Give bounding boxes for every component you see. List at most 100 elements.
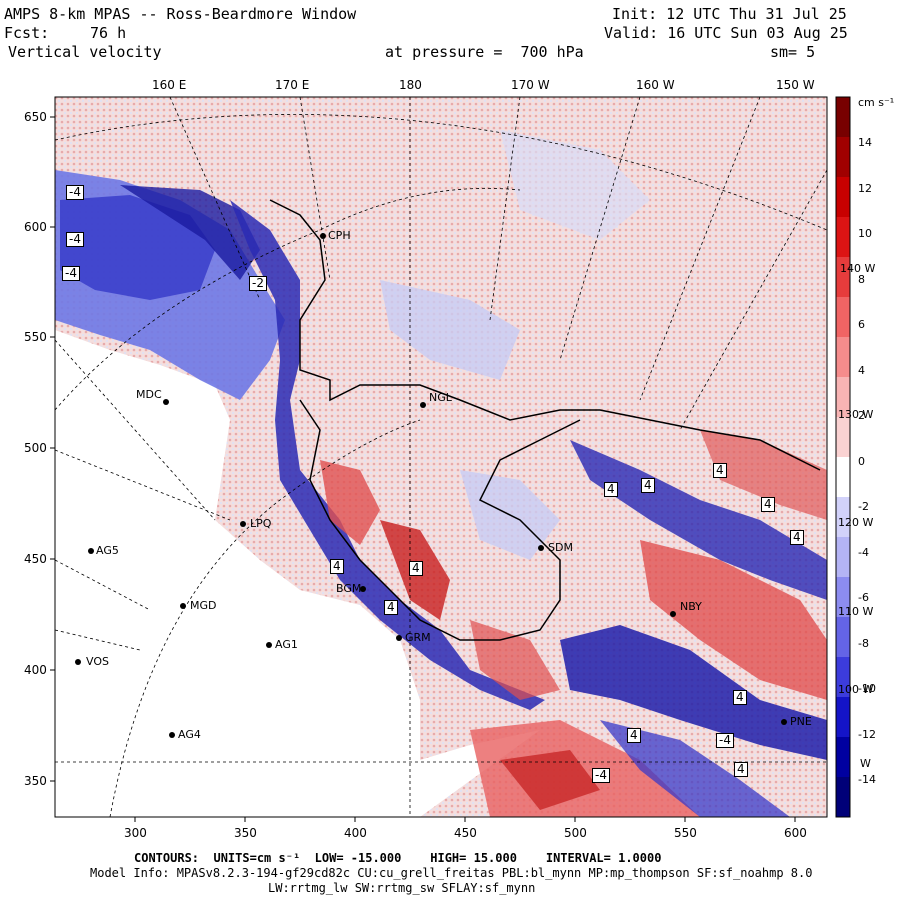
contour-label: 4 bbox=[604, 482, 618, 497]
colorbar-swatch bbox=[836, 257, 850, 298]
colorbar-swatch bbox=[836, 577, 850, 618]
interval-value: INTERVAL= 1.0000 bbox=[545, 851, 662, 865]
station-label: AG1 bbox=[275, 638, 298, 651]
longitude-label: 140 W bbox=[840, 262, 876, 275]
contour-label: 4 bbox=[384, 600, 398, 615]
axis-ticks bbox=[50, 116, 796, 822]
y-tick-label: 350 bbox=[24, 774, 47, 788]
field-name: Vertical velocity bbox=[8, 43, 162, 61]
station-label: AG4 bbox=[178, 728, 201, 741]
colorbar-label: 8 bbox=[858, 272, 865, 286]
y-tick-label: 500 bbox=[24, 441, 47, 455]
colorbar-label: -12 bbox=[858, 727, 876, 741]
no-data-region bbox=[55, 330, 540, 817]
forecast-hour: 76 h bbox=[90, 24, 127, 42]
station-label: AG5 bbox=[96, 544, 119, 557]
colorbar-swatch bbox=[836, 97, 850, 138]
contour-label: -4 bbox=[62, 266, 80, 281]
contour-label: 4 bbox=[713, 463, 727, 478]
colorbar-swatch bbox=[836, 697, 850, 738]
colorbar-swatch bbox=[836, 417, 850, 458]
station-label: SDM bbox=[548, 541, 573, 554]
longitude-label: 150 W bbox=[776, 78, 815, 92]
colorbar-swatch bbox=[836, 737, 850, 778]
colorbar-label: 4 bbox=[858, 363, 865, 377]
colorbar-label: -14 bbox=[858, 773, 876, 786]
station-label: GRM bbox=[405, 631, 431, 644]
colorbar-swatch bbox=[836, 177, 850, 218]
colorbar-swatch bbox=[836, 777, 850, 818]
colorbar-label: -8 bbox=[858, 636, 869, 650]
colorbar-label: 2 bbox=[858, 409, 865, 422]
model-info: Model Info: MPASv8.2.3-194-gf29cd82c CU:… bbox=[90, 866, 813, 880]
colorbar-swatch bbox=[836, 457, 850, 498]
forecast-label: Fcst: bbox=[4, 24, 50, 42]
colorbar-swatch bbox=[836, 137, 850, 178]
station-markers bbox=[75, 233, 787, 738]
station-label: MDC bbox=[136, 388, 162, 401]
contour-label: 4 bbox=[641, 478, 655, 493]
contour-label: 4 bbox=[790, 530, 804, 545]
longitude-label: 160 E bbox=[152, 78, 187, 92]
contour-label: -4 bbox=[66, 232, 84, 247]
contour-label: -4 bbox=[716, 733, 734, 748]
x-tick-label: 350 bbox=[234, 826, 257, 840]
low-value: LOW= -15.000 bbox=[314, 851, 402, 865]
y-tick-label: 600 bbox=[24, 220, 47, 234]
product-title: AMPS 8-km MPAS -- Ross-Beardmore Window bbox=[4, 5, 357, 23]
colorbar-label: -10 bbox=[858, 682, 876, 695]
contour-label: 4 bbox=[733, 690, 747, 705]
y-tick-label: 400 bbox=[24, 663, 47, 677]
contour-label: 4 bbox=[734, 762, 748, 777]
colorbar-swatch bbox=[836, 337, 850, 378]
colorbar-frame bbox=[835, 96, 851, 818]
contours-label: CONTOURS: bbox=[134, 851, 200, 865]
colorbar-label: 0 bbox=[858, 454, 865, 468]
valid-time: Valid: 16 UTC Sun 03 Aug 25 bbox=[604, 24, 848, 42]
station-label: VOS bbox=[86, 655, 109, 668]
contours-info: CONTOURS: UNITS=cm s⁻¹ LOW= -15.000 HIGH… bbox=[134, 852, 661, 865]
colorbar-unit: cm s⁻¹ bbox=[858, 96, 895, 109]
colorbar-label: -4 bbox=[858, 545, 869, 559]
contour-label: 4 bbox=[330, 559, 344, 574]
x-tick-label: 600 bbox=[784, 826, 807, 840]
right-negative-band bbox=[560, 625, 827, 760]
x-tick-label: 500 bbox=[564, 826, 587, 840]
colorbar-swatch bbox=[836, 377, 850, 418]
colorbar-swatch bbox=[836, 617, 850, 658]
longitude-label: W bbox=[860, 757, 871, 770]
y-tick-label: 650 bbox=[24, 110, 47, 124]
init-time: Init: 12 UTC Thu 31 Jul 25 bbox=[612, 5, 847, 23]
longitude-label: 180 bbox=[399, 78, 422, 92]
station-label: NBY bbox=[680, 600, 702, 613]
colorbar-swatch bbox=[836, 537, 850, 578]
colorbar-swatch bbox=[836, 497, 850, 538]
colorbar-swatch bbox=[836, 657, 850, 698]
colorbar-label: 6 bbox=[858, 318, 865, 331]
longitude-label: 160 W bbox=[636, 78, 675, 92]
contour-label: 4 bbox=[627, 728, 641, 743]
model-info-line2: LW:rrtmg_lw SW:rrtmg_sw SFLAY:sf_mynn bbox=[268, 881, 536, 895]
colorbar-label: 10 bbox=[858, 227, 872, 240]
high-value: HIGH= 15.000 bbox=[430, 851, 517, 865]
longitude-label: 130 W bbox=[838, 408, 874, 421]
map-field bbox=[55, 97, 827, 817]
x-tick-label: 400 bbox=[344, 826, 367, 840]
units-label: UNITS=cm s⁻¹ bbox=[213, 851, 301, 865]
longitude-label: 120 W bbox=[838, 516, 874, 529]
contour-label: 4 bbox=[409, 561, 423, 576]
colorbar-label: -6 bbox=[858, 591, 869, 604]
station-label: CPH bbox=[328, 229, 351, 242]
station-label: LPQ bbox=[250, 517, 272, 530]
graticule bbox=[55, 97, 827, 817]
x-tick-label: 450 bbox=[454, 826, 477, 840]
x-tick-label: 300 bbox=[124, 826, 147, 840]
longitude-label: 100 W bbox=[838, 683, 874, 696]
contour-label: -4 bbox=[592, 768, 610, 783]
colorbar-label: 14 bbox=[858, 136, 872, 149]
x-tick-label: 550 bbox=[674, 826, 697, 840]
coastline bbox=[269, 199, 821, 471]
station-label: PNE bbox=[790, 715, 812, 728]
contour-label: -2 bbox=[249, 276, 267, 291]
